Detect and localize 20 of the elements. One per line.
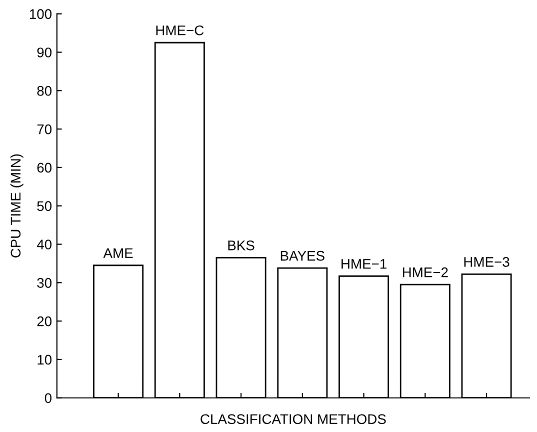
x-axis-title: CLASSIFICATION METHODS xyxy=(200,414,386,424)
x-tick-label: HME−2 xyxy=(402,267,448,278)
y-tick-label: 80 xyxy=(37,86,52,96)
y-tick-label: 60 xyxy=(37,162,52,173)
x-tick-label: BAYES xyxy=(280,250,324,261)
y-tick-label: 100 xyxy=(30,9,52,19)
y-tick-label: 30 xyxy=(37,278,52,288)
x-tick-label: AME xyxy=(103,248,133,258)
y-tick-label: 50 xyxy=(37,201,52,212)
y-tick-label: 10 xyxy=(38,354,52,365)
y-axis-title: CPU TIME (MIN) xyxy=(10,154,24,258)
y-tick-label: 90 xyxy=(37,48,52,58)
x-tick-label: BKS xyxy=(228,240,254,250)
y-tick-label: 0 xyxy=(44,393,52,404)
x-tick-label: HME−3 xyxy=(464,257,510,267)
y-tick-label: 20 xyxy=(37,316,52,326)
y-tick-label: 70 xyxy=(37,124,52,134)
x-tick-label: HME−1 xyxy=(342,259,386,269)
y-tick-label: 40 xyxy=(36,240,52,250)
x-tick-label: HME−C xyxy=(156,25,204,36)
